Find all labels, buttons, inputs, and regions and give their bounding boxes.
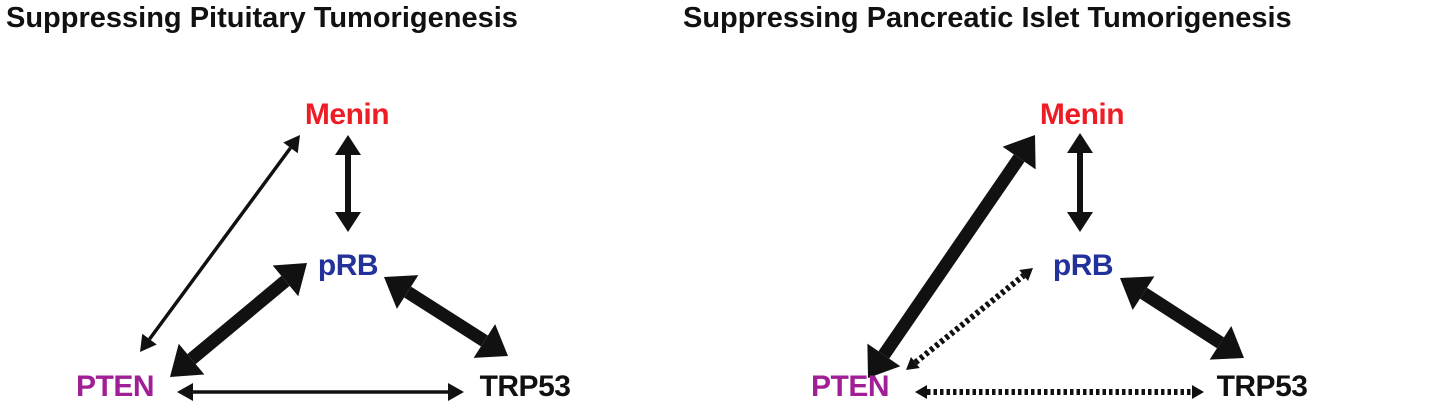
arrowhead — [335, 135, 361, 155]
arrowhead — [915, 385, 927, 399]
arrowhead — [867, 343, 901, 378]
arrowhead — [1067, 133, 1093, 153]
arrow-shaft — [404, 286, 488, 347]
arrowhead — [177, 383, 193, 401]
arrowhead — [1209, 326, 1244, 360]
arrow-pten-menin — [867, 135, 1036, 378]
arrow-shaft — [148, 146, 292, 341]
arrowhead — [335, 212, 361, 232]
arrow-prb-trp53 — [384, 275, 508, 358]
node-pten-left: PTEN — [75, 370, 155, 403]
arrowhead — [283, 135, 300, 154]
arrow-shaft — [878, 154, 1025, 359]
node-trp53-left: TRP53 — [479, 370, 571, 403]
arrowhead — [1002, 135, 1036, 170]
arrow-pten-trp53-dotted — [915, 385, 1204, 399]
panel-title-pancreatic: Suppressing Pancreatic Islet Tumorigenes… — [683, 2, 1292, 34]
arrowhead — [170, 343, 205, 377]
arrowhead — [384, 275, 419, 309]
arrowhead — [272, 263, 307, 297]
arrow-menin-prb — [1067, 133, 1093, 232]
panel-title-pituitary: Suppressing Pituitary Tumorigenesis — [6, 2, 518, 34]
arrow-prb-trp53 — [1120, 276, 1244, 360]
arrow-pten-menin — [140, 135, 300, 352]
arrow-shaft — [1140, 287, 1224, 349]
arrow-pten-trp53 — [177, 383, 464, 401]
node-prb-right: pRB — [1052, 249, 1114, 282]
node-menin-right: Menin — [1039, 98, 1125, 131]
arrow-pten-prb-dotted — [906, 268, 1033, 370]
arrowhead — [906, 357, 920, 370]
arrowhead — [473, 324, 508, 358]
node-trp53-right: TRP53 — [1216, 370, 1308, 403]
arrowhead — [1019, 268, 1033, 281]
arrow-menin-prb — [335, 135, 361, 232]
node-pten-right: PTEN — [810, 370, 890, 403]
arrowhead — [1192, 385, 1204, 399]
arrowhead — [1067, 212, 1093, 232]
node-prb-left: pRB — [317, 249, 379, 282]
node-menin-left: Menin — [304, 98, 390, 131]
arrowhead — [448, 383, 464, 401]
arrow-pten-prb — [170, 263, 307, 377]
arrowhead — [140, 333, 157, 352]
arrowhead — [1120, 276, 1155, 310]
arrow-shaft — [187, 275, 290, 365]
